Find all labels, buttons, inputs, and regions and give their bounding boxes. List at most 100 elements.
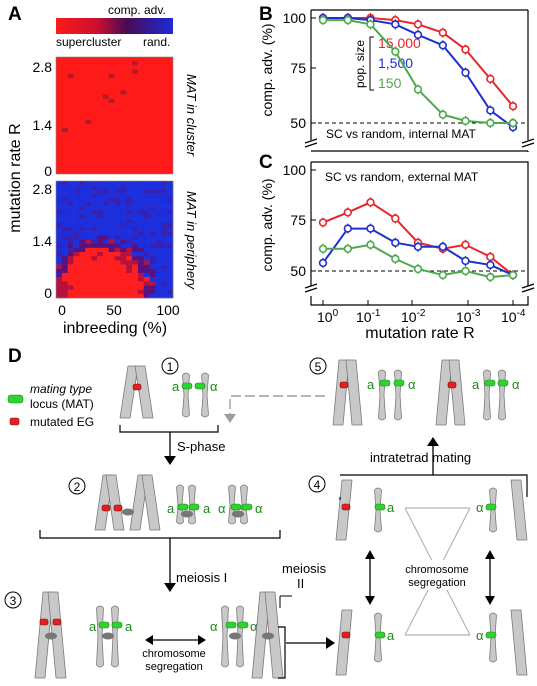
heatmap-cell [102,222,109,228]
heatmap-cell [137,239,145,244]
mat-mark [497,379,509,387]
label-meiosis1: meiosis I [176,570,227,585]
heatmap-cell [96,231,104,236]
heatmap-cell [56,285,63,290]
heatmap-cell [96,218,104,224]
data-point [508,118,518,128]
heatmap-cell [96,181,104,186]
heatmap-cell [85,226,92,232]
mat-mark [484,379,496,387]
heatmap-cell [126,201,133,207]
heatmap-cell [73,193,80,199]
heatmap-cell [143,235,150,240]
heatmap-top-cell [108,73,115,78]
heatmap-cell [161,214,168,219]
data-point [343,244,353,253]
heatmap-top-cell [102,94,109,99]
heatmap-cell [120,243,127,249]
heatmap-cell [126,210,133,215]
heatmap-cell [91,243,98,249]
heatmap-cell [73,226,80,232]
heatmap-cell [161,226,168,232]
data-point [461,240,470,249]
data-point [343,208,353,217]
label-intratetrad: intratetrad mating [370,450,471,465]
heatmap-cell [73,268,80,274]
heatmap-cell [120,239,127,244]
eg-mark [447,381,457,389]
heatmap-cell [56,210,63,215]
bracket-step3 [278,626,286,679]
centromere [102,632,114,640]
heatmap-cell [143,281,150,286]
centromere [262,632,274,640]
heatmap-cell [114,285,121,290]
heatmap-cell [102,214,109,219]
heatmap-cell [56,256,63,261]
heatmap-cell [167,235,174,240]
heatmap-cell [114,264,121,270]
heatmap-cell [91,277,98,282]
heatmap-cell [137,264,145,270]
heatmap-cell [155,235,162,240]
data-point [438,242,448,251]
heatmap-cell [96,260,104,265]
heatmap-cell [56,235,63,240]
eg-mark [341,503,351,511]
heatmap-cell [161,201,168,207]
label-meiosis2-b: II [297,576,304,591]
heatmap-cell [96,293,104,299]
heatmap-cell [114,210,121,215]
heatmap-cell [143,256,150,261]
heatmap-cell [85,197,92,203]
heatmap-cell [114,214,121,219]
heatmap-cell [91,218,98,224]
heatmap-cell [108,218,115,224]
heatmap-cell [61,252,68,257]
heatmap-cell [120,210,127,215]
heatmap-cell [132,247,139,253]
heatmap-cell [56,189,63,194]
heatmap-cell [67,293,74,299]
c-ytick-50: 50 [290,263,306,279]
heatmap-cell [114,281,121,286]
heatmap-cell [102,210,109,215]
heatmap-cell [149,231,156,236]
data-point [366,198,375,207]
legend-eg: mutated EG [30,415,94,429]
a-top-ytick-1.4: 1.4 [33,117,53,133]
heatmap-cell [143,197,150,203]
heatmap-cell [167,214,174,219]
mat-mark [181,382,193,390]
heatmap-cell [73,206,80,211]
heatmap-cell [108,193,115,199]
heatmap-cell [96,268,104,274]
heatmap-cell [155,201,162,207]
heatmap-cell [114,235,121,240]
heatmap-cell [96,264,104,270]
heatmap-cell [61,185,68,190]
heatmap-cell [137,185,145,190]
heatmap-cell [126,193,133,199]
label-5-a: a [367,377,375,392]
heatmap-cell [85,293,92,299]
heatmap-cell [149,222,156,228]
heatmap-cell [155,206,162,211]
heatmap-cell [161,285,168,290]
heatmap-cell [79,185,86,190]
heatmap-cell [73,293,80,299]
heatmap-cell [79,272,86,278]
heatmap-cell [132,189,139,194]
heatmap-cell [91,222,98,228]
a-bottom-side-label: MAT in periphery [184,191,199,291]
heatmap-cell [67,264,74,270]
chrom-5-alpha [394,369,402,421]
step-3: 3 [4,591,22,609]
heatmap-cell [73,239,80,244]
heatmap-cell [91,226,98,232]
heatmap-cell [114,218,121,224]
data-point [366,20,375,29]
heatmap-cell [96,277,104,282]
heatmap-cell [155,222,162,228]
heatmap-cell [85,235,92,240]
